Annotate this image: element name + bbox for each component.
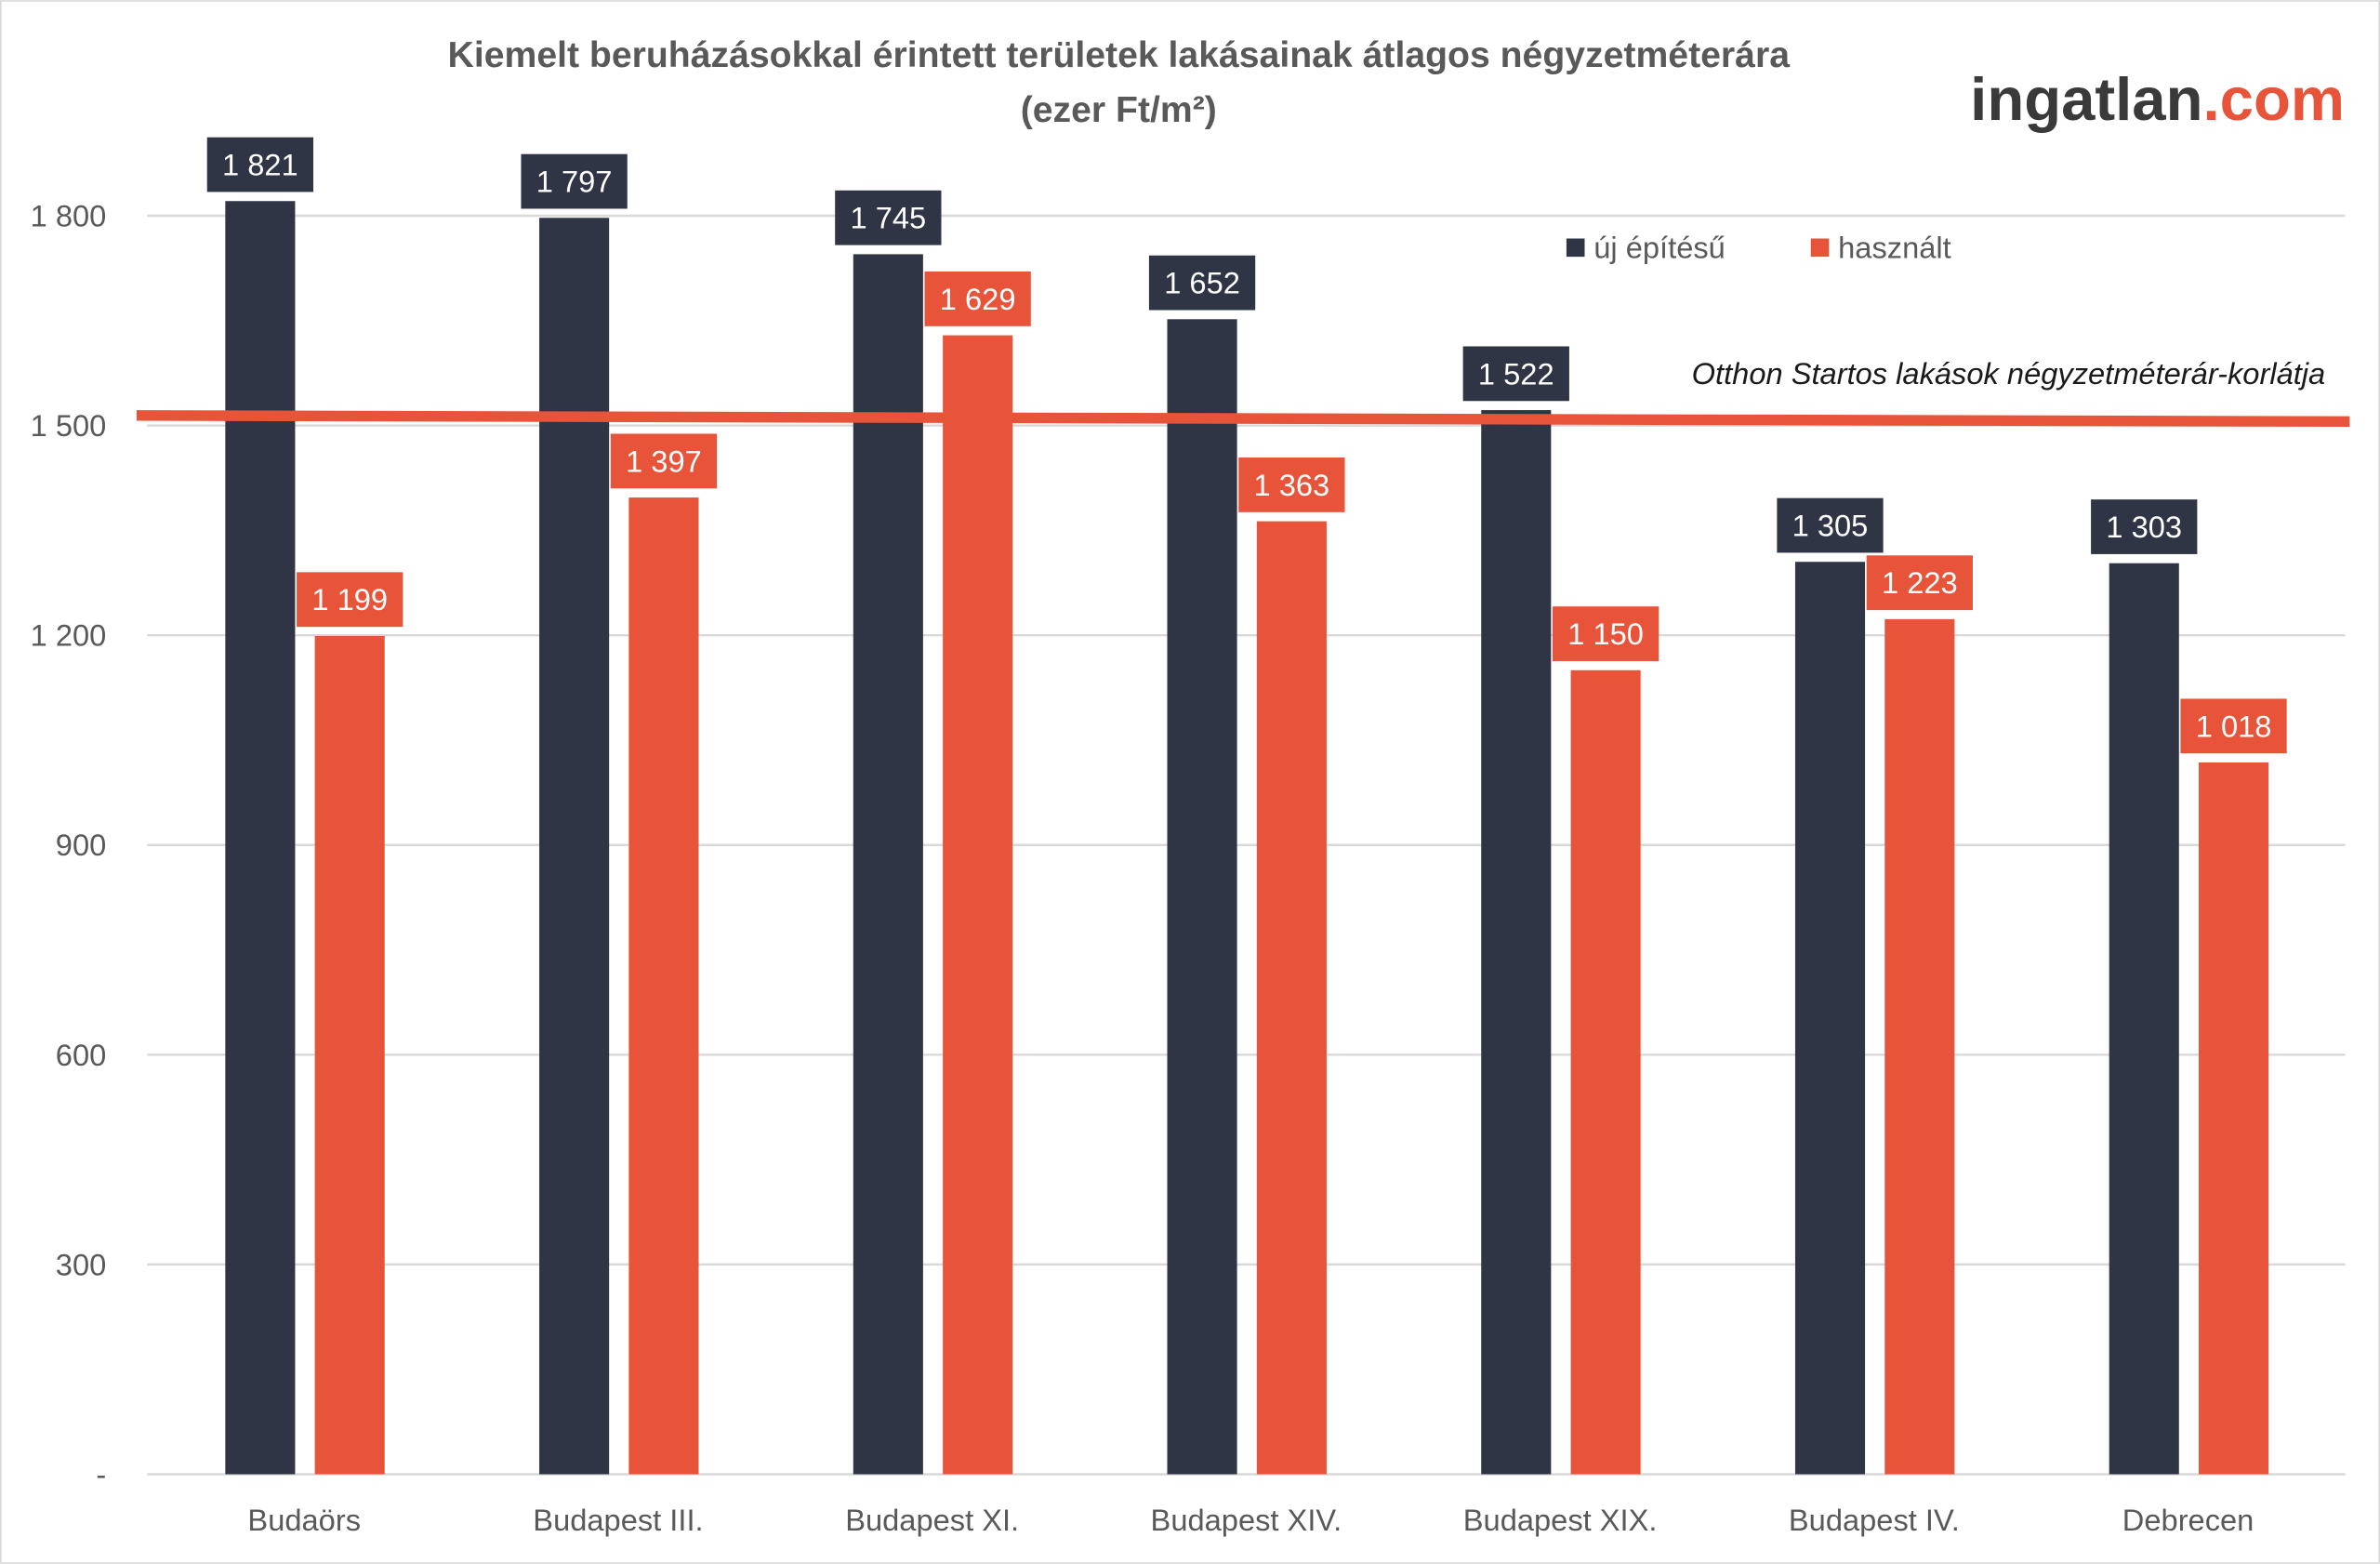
data-label: 1 363: [1254, 468, 1330, 502]
bar-new: [225, 201, 296, 1475]
data-label-box: [521, 153, 628, 209]
data-label: 1 629: [940, 282, 1016, 316]
bar-new: [539, 218, 610, 1475]
bar-new: [853, 254, 923, 1475]
y-tick-label: 1 800: [31, 198, 107, 232]
data-label: 1 745: [850, 201, 926, 235]
y-tick-label: 1 200: [31, 618, 107, 653]
data-label-box: [2180, 698, 2287, 754]
data-label: 1 150: [1567, 616, 1644, 651]
bar-used: [1570, 669, 1641, 1475]
legend: új építésű használt: [1566, 231, 1951, 265]
data-label-box: [924, 272, 1031, 326]
x-tick-label: Budapest XIX.: [1463, 1503, 1658, 1537]
data-label-box: [2091, 499, 2198, 554]
chart-subtitle: (ezer Ft/m²): [1021, 90, 1217, 130]
bar-used: [2199, 762, 2269, 1475]
x-axis: Budaörs Budapest III. Budapest XI. Budapest…: [247, 1503, 2254, 1537]
y-tick-label: 600: [56, 1038, 106, 1072]
data-label: 1 305: [1792, 508, 1869, 542]
data-label-box: [1552, 606, 1659, 661]
x-tick-label: Budapest XI.: [845, 1503, 1019, 1537]
data-label-box: [1777, 497, 1884, 553]
bar-used: [628, 497, 699, 1475]
logo-main: ingatlan: [1970, 65, 2202, 133]
data-label-box: [610, 433, 718, 489]
y-tick-label: 1 500: [31, 408, 107, 443]
bar-new: [1481, 410, 1552, 1475]
x-tick-label: Budapest IV.: [1789, 1503, 1960, 1537]
data-label: 1 821: [222, 147, 298, 181]
data-label-box: [835, 190, 942, 245]
chart-title: Kiemelt beruházásokkal érintett területe…: [448, 35, 1792, 75]
bar-used: [314, 635, 385, 1475]
y-tick-label: 900: [56, 828, 106, 862]
logo: ingatlan.com: [1970, 65, 2345, 133]
bar-used: [943, 335, 1013, 1475]
legend-swatch: [1566, 238, 1585, 258]
data-label-box: [297, 572, 403, 628]
x-tick-label: Budaörs: [247, 1503, 361, 1537]
data-label: 1 199: [311, 582, 388, 616]
bar-new: [2109, 563, 2179, 1475]
data-label: 1 522: [1478, 356, 1554, 391]
legend-label: új építésű: [1593, 231, 1726, 265]
x-tick-label: Debrecen: [2122, 1503, 2254, 1537]
reference-line: [136, 410, 2350, 428]
legend-swatch: [1810, 238, 1830, 258]
data-label-box: [206, 137, 314, 192]
logo-suffix: .com: [2203, 65, 2345, 133]
data-label: 1 303: [2106, 510, 2182, 544]
bar-used: [1256, 521, 1327, 1475]
legend-label: használt: [1838, 231, 1951, 265]
data-label: 1 018: [2196, 709, 2272, 743]
reference-line-group: Otthon Startos lakások négyzetméterár-ko…: [136, 356, 2350, 428]
y-tick-label: -: [96, 1457, 106, 1491]
data-label-box: [1148, 255, 1256, 311]
data-label: 1 652: [1164, 266, 1240, 300]
bar-new: [1167, 319, 1237, 1475]
data-label-box: [1462, 346, 1569, 402]
data-label: 1 797: [536, 165, 613, 199]
data-label-box: [1866, 555, 1973, 611]
y-axis: - 300 600 900 1 200 1 500 1 800: [31, 198, 107, 1491]
bar-new: [1794, 562, 1866, 1475]
reference-line-label: Otthon Startos lakások négyzetméterár-ko…: [1692, 356, 2326, 391]
data-label: 1 223: [1882, 565, 1958, 600]
x-tick-label: Budapest III.: [533, 1503, 703, 1537]
data-label: 1 397: [626, 444, 702, 478]
y-tick-label: 300: [56, 1247, 106, 1281]
x-tick-label: Budapest XIV.: [1151, 1503, 1342, 1537]
data-label-box: [1238, 457, 1345, 512]
bars: 1 821 1 199 1 797 1 397 1 745 1 629 1 652 1 363…: [206, 137, 2287, 1475]
bar-used: [1884, 618, 1955, 1475]
